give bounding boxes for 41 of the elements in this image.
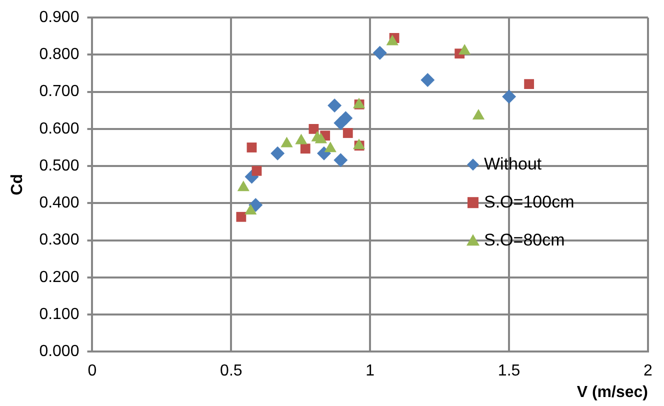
x-tick-label: 2 xyxy=(644,362,653,380)
legend-label: Without xyxy=(484,154,542,174)
point xyxy=(308,124,319,134)
y-tick-label: 0.700 xyxy=(39,83,80,100)
y-tick-label: 0.100 xyxy=(39,306,80,323)
point xyxy=(246,142,257,152)
point xyxy=(324,142,336,152)
point xyxy=(372,46,387,60)
point xyxy=(502,90,516,104)
x-tick-label: 0 xyxy=(88,362,97,380)
point xyxy=(420,72,435,87)
point xyxy=(328,98,342,113)
point xyxy=(334,153,348,168)
y-tick-label: 0.900 xyxy=(39,9,80,26)
point xyxy=(270,146,285,160)
y-tick-label: 0.400 xyxy=(39,194,80,212)
x-tick-label: 0.5 xyxy=(220,362,242,380)
y-tick-label: 0.300 xyxy=(39,232,80,249)
y-tick-label: 0.500 xyxy=(39,157,80,174)
point xyxy=(316,146,331,160)
y-tick-label: 0.200 xyxy=(39,268,80,286)
point xyxy=(236,212,246,222)
legend-label: S.O=100cm xyxy=(484,192,574,212)
y-tick-label: 0.000 xyxy=(39,343,80,360)
point xyxy=(244,204,257,214)
point xyxy=(295,134,308,144)
point xyxy=(237,180,250,192)
x-tick-label: 1.5 xyxy=(498,362,520,380)
point xyxy=(524,79,534,89)
x-axis-title: V (m/sec) xyxy=(576,384,648,401)
y-axis-title: Cd xyxy=(9,174,26,196)
y-tick-label: 0.600 xyxy=(39,120,80,138)
y-tick-label: 0.800 xyxy=(39,46,80,64)
point xyxy=(342,128,353,138)
point xyxy=(252,166,262,176)
legend-label: S.O=80cm xyxy=(484,230,565,250)
x-tick-label: 1 xyxy=(366,362,375,380)
point xyxy=(314,132,327,144)
point xyxy=(334,116,348,130)
point xyxy=(300,144,310,154)
point xyxy=(280,136,293,148)
